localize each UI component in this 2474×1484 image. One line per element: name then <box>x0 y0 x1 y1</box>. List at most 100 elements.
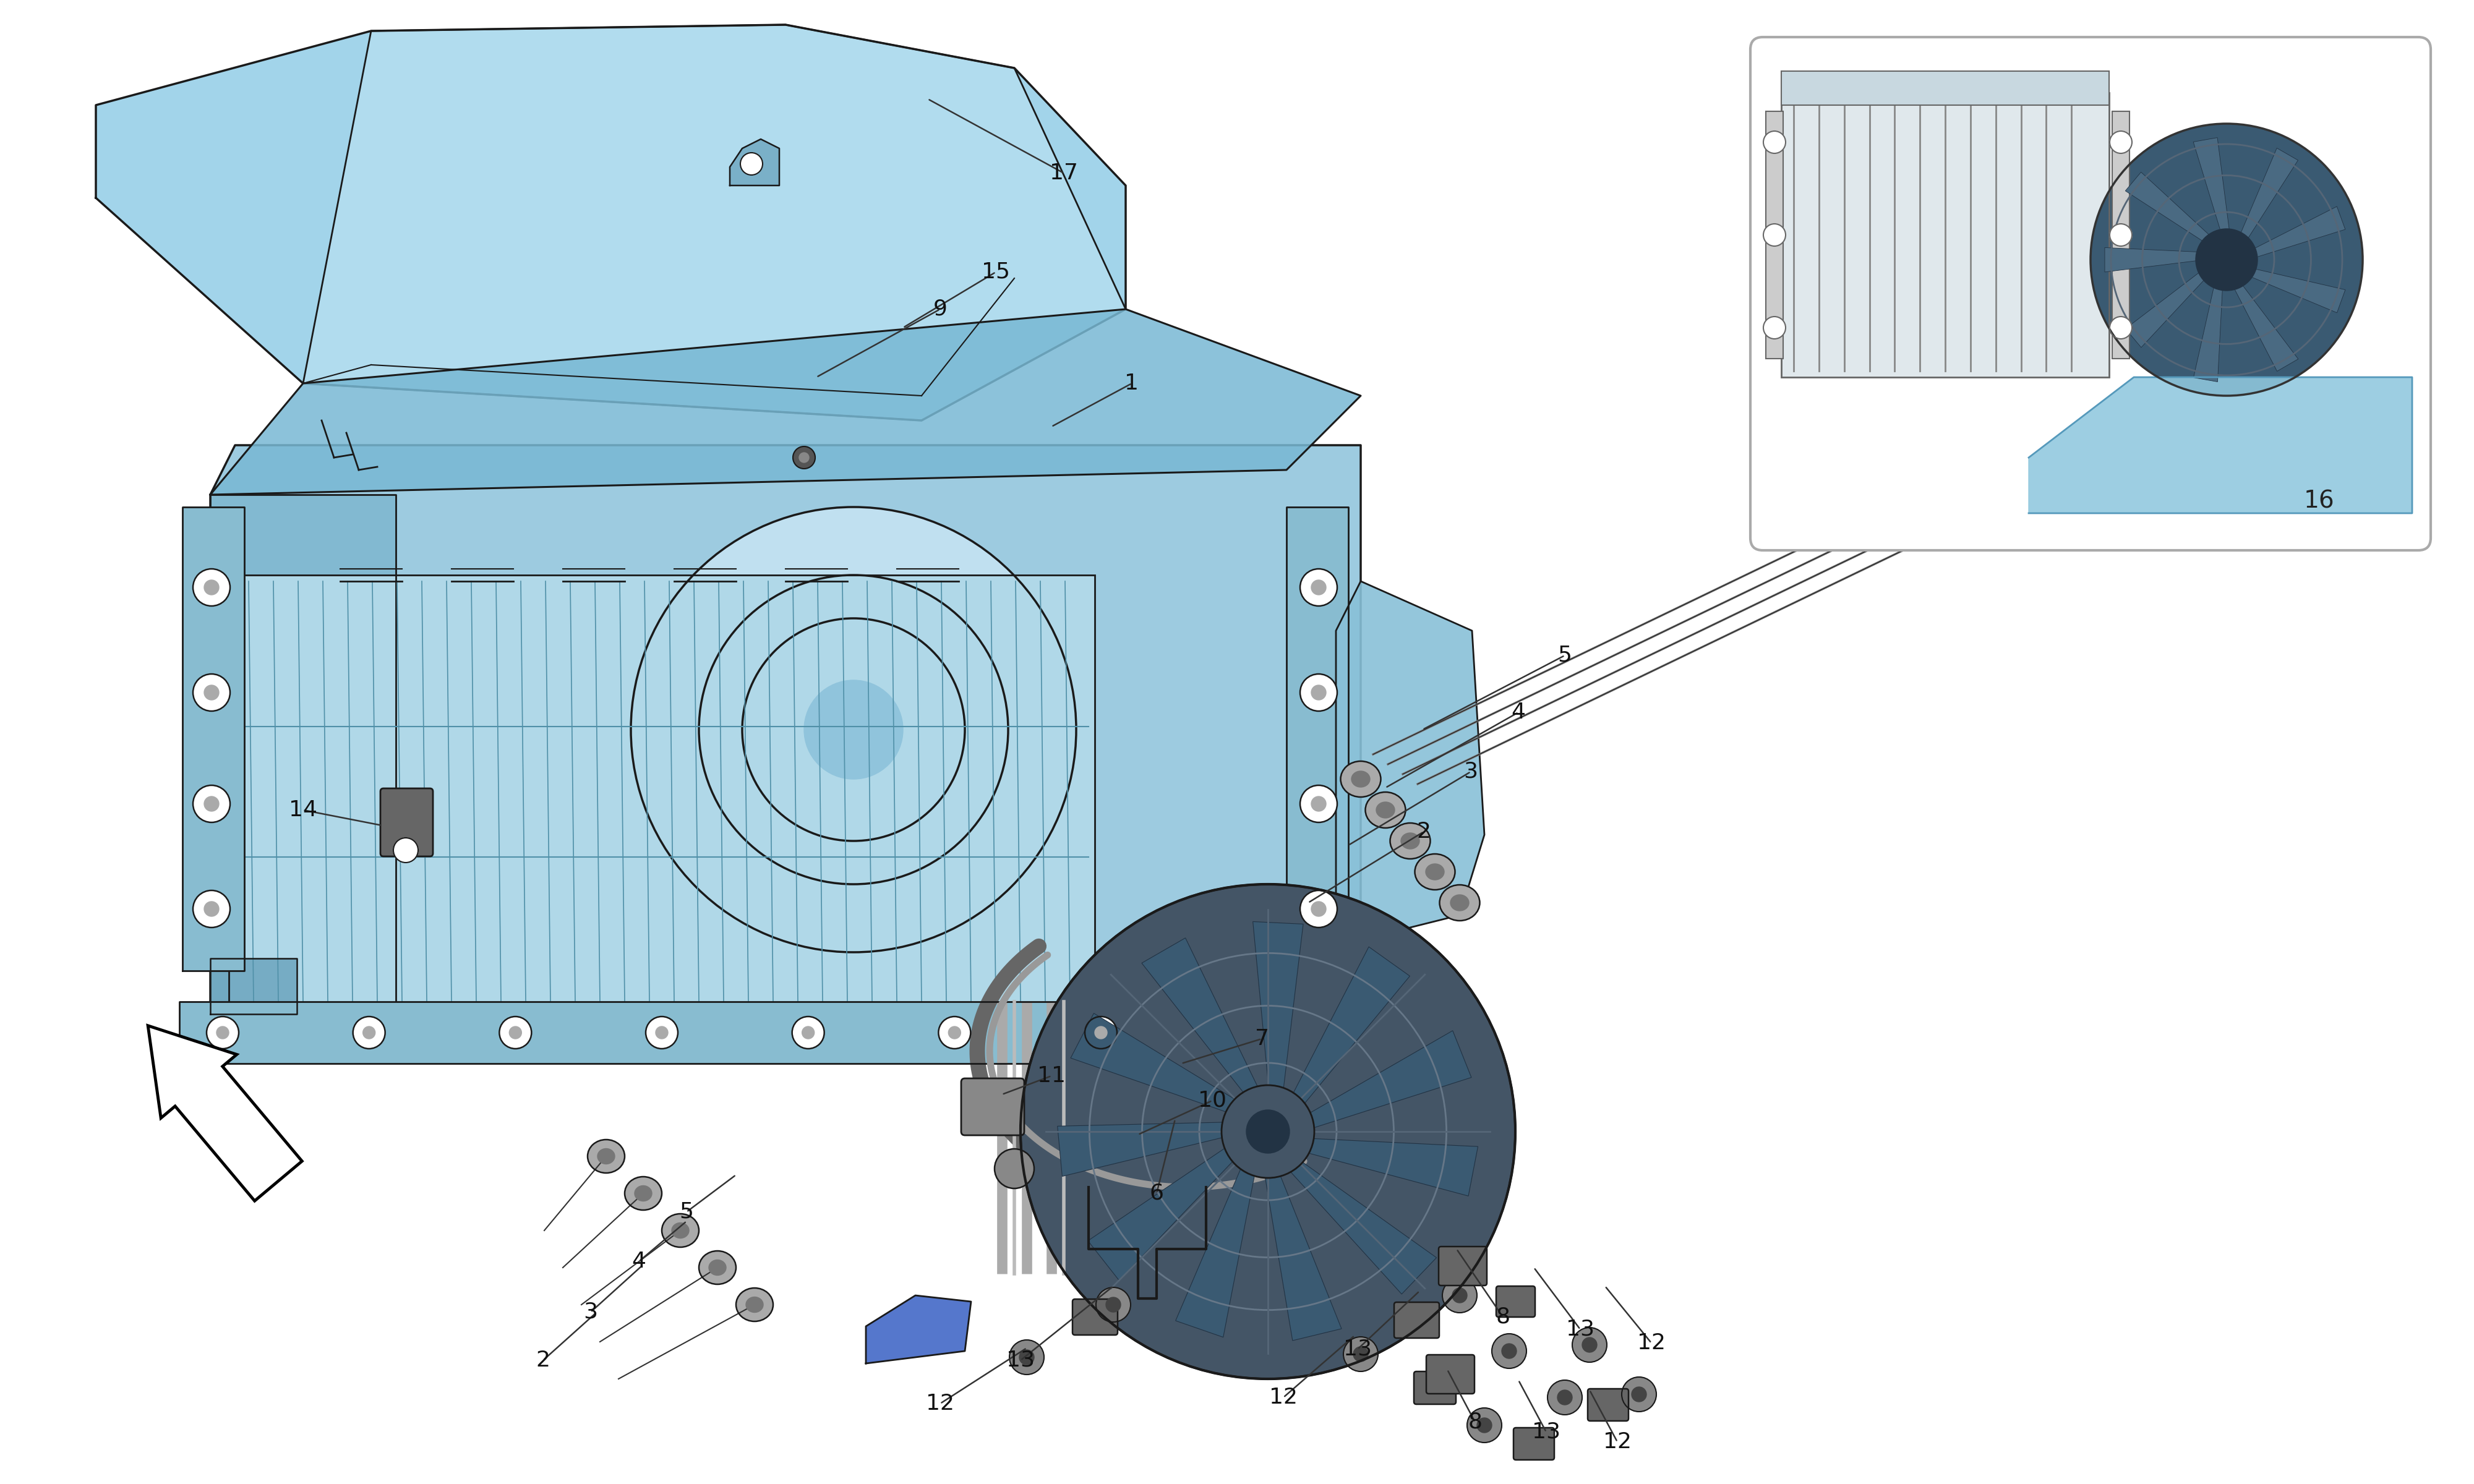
FancyBboxPatch shape <box>1395 1303 1440 1339</box>
Circle shape <box>995 1149 1034 1189</box>
Polygon shape <box>2125 267 2209 347</box>
Polygon shape <box>866 1296 970 1364</box>
Circle shape <box>1094 1027 1108 1039</box>
Circle shape <box>1452 1288 1467 1303</box>
Polygon shape <box>730 139 779 186</box>
Circle shape <box>1009 1340 1044 1374</box>
Polygon shape <box>210 309 1361 494</box>
Circle shape <box>1106 1297 1121 1312</box>
Polygon shape <box>228 574 1094 1008</box>
Circle shape <box>1764 316 1786 338</box>
Circle shape <box>631 508 1076 953</box>
Circle shape <box>203 797 218 812</box>
Bar <box>1781 92 2108 377</box>
Text: 5: 5 <box>1559 646 1571 666</box>
Ellipse shape <box>747 1297 762 1312</box>
FancyBboxPatch shape <box>1415 1371 1455 1404</box>
Ellipse shape <box>623 1177 663 1209</box>
Text: 9: 9 <box>933 298 948 319</box>
Ellipse shape <box>589 1140 623 1172</box>
Text: 13: 13 <box>1007 1350 1034 1371</box>
Polygon shape <box>1781 92 2108 377</box>
Polygon shape <box>2244 267 2345 313</box>
Circle shape <box>646 1017 678 1049</box>
Polygon shape <box>210 494 396 1014</box>
Circle shape <box>1247 1110 1289 1153</box>
Circle shape <box>804 680 903 779</box>
FancyBboxPatch shape <box>1588 1389 1628 1422</box>
Text: 12: 12 <box>925 1393 955 1414</box>
Polygon shape <box>2194 279 2222 381</box>
Ellipse shape <box>1390 824 1430 859</box>
Text: 3: 3 <box>584 1301 599 1322</box>
Ellipse shape <box>1351 772 1371 787</box>
Ellipse shape <box>1415 853 1455 890</box>
Circle shape <box>1633 1388 1648 1402</box>
Polygon shape <box>2125 172 2217 246</box>
Polygon shape <box>1336 582 1484 947</box>
Polygon shape <box>1264 1165 1341 1340</box>
Circle shape <box>938 1017 970 1049</box>
Ellipse shape <box>710 1260 727 1275</box>
Circle shape <box>1442 1278 1477 1313</box>
Circle shape <box>1764 131 1786 153</box>
FancyBboxPatch shape <box>1440 1247 1487 1285</box>
Circle shape <box>1477 1417 1492 1432</box>
Circle shape <box>792 1017 824 1049</box>
Circle shape <box>792 447 816 469</box>
FancyBboxPatch shape <box>1425 1355 1475 1393</box>
Circle shape <box>799 453 809 463</box>
Ellipse shape <box>633 1186 653 1201</box>
Circle shape <box>1096 1287 1131 1322</box>
Polygon shape <box>1286 508 1348 971</box>
Text: 15: 15 <box>982 261 1009 282</box>
Circle shape <box>2110 224 2133 246</box>
Circle shape <box>1492 1334 1526 1368</box>
Text: 2: 2 <box>537 1350 549 1371</box>
Circle shape <box>1301 674 1336 711</box>
Polygon shape <box>1071 1014 1244 1116</box>
Text: 1: 1 <box>1126 372 1138 393</box>
Text: 7: 7 <box>1254 1028 1269 1049</box>
Circle shape <box>1549 1380 1583 1414</box>
Text: 17: 17 <box>1049 163 1079 184</box>
Text: 5: 5 <box>680 1202 693 1223</box>
Bar <box>1781 71 2108 105</box>
Polygon shape <box>148 1025 302 1201</box>
Bar <box>1766 111 1784 359</box>
Circle shape <box>1467 1408 1502 1442</box>
Circle shape <box>1022 884 1514 1379</box>
Circle shape <box>500 1017 532 1049</box>
Text: 2: 2 <box>1418 821 1430 841</box>
Polygon shape <box>2232 279 2298 371</box>
Text: 6: 6 <box>1150 1183 1163 1204</box>
Ellipse shape <box>1425 864 1445 880</box>
Polygon shape <box>1286 947 1410 1113</box>
Ellipse shape <box>1366 792 1405 828</box>
FancyBboxPatch shape <box>1074 1298 1118 1336</box>
FancyBboxPatch shape <box>381 788 433 856</box>
Circle shape <box>1311 686 1326 700</box>
Circle shape <box>2110 316 2133 338</box>
Circle shape <box>1301 785 1336 822</box>
Polygon shape <box>96 25 1126 420</box>
Text: 11: 11 <box>1037 1066 1066 1086</box>
Text: 4: 4 <box>1512 702 1526 723</box>
Text: 8: 8 <box>1497 1306 1509 1328</box>
FancyBboxPatch shape <box>1514 1428 1554 1460</box>
Circle shape <box>218 1027 228 1039</box>
Polygon shape <box>1175 1158 1257 1337</box>
Ellipse shape <box>1400 833 1420 849</box>
Circle shape <box>1301 568 1336 605</box>
Circle shape <box>354 1017 386 1049</box>
Circle shape <box>1764 224 1786 246</box>
Ellipse shape <box>700 1251 737 1284</box>
Polygon shape <box>183 508 245 971</box>
Polygon shape <box>2194 138 2232 239</box>
Circle shape <box>1353 1347 1368 1362</box>
Ellipse shape <box>1450 895 1470 911</box>
Polygon shape <box>302 25 1126 420</box>
Polygon shape <box>2236 148 2298 246</box>
Circle shape <box>203 901 218 916</box>
Circle shape <box>1222 1085 1314 1178</box>
